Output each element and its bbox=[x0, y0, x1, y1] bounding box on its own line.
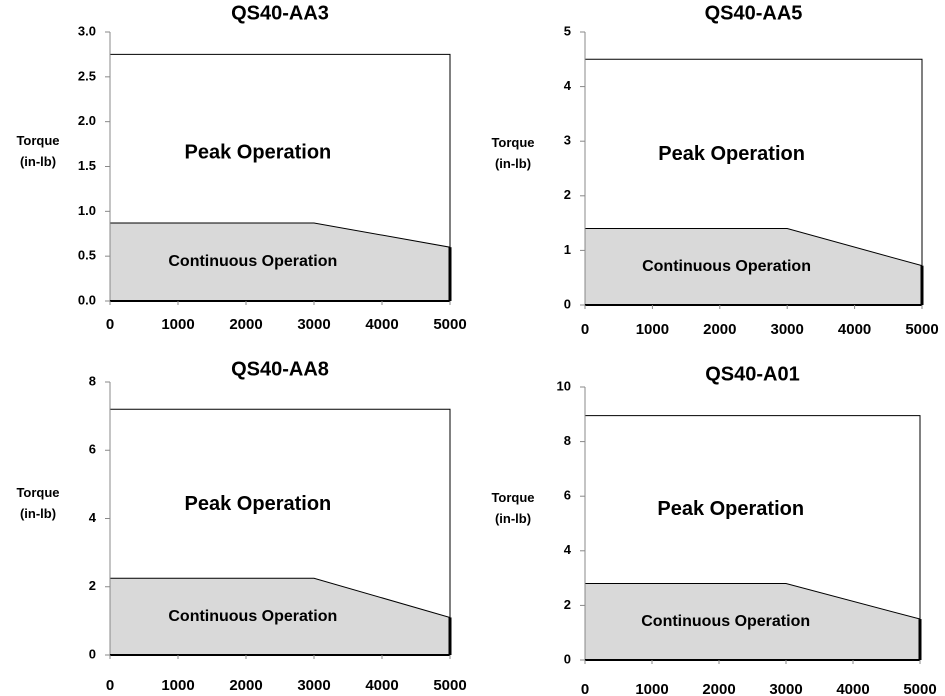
x-tick-label: 5000 bbox=[903, 681, 936, 696]
y-axis-label: Torque bbox=[491, 490, 534, 505]
y-tick-label: 0 bbox=[89, 646, 96, 661]
y-axis-label: (in-lb) bbox=[495, 156, 531, 171]
y-tick-label: 3 bbox=[564, 133, 571, 148]
x-tick-label: 2000 bbox=[229, 677, 262, 694]
y-axis-label: Torque bbox=[16, 133, 59, 148]
y-tick-label: 4 bbox=[564, 78, 572, 93]
x-tick-label: 4000 bbox=[365, 677, 398, 694]
y-tick-label: 2 bbox=[564, 597, 571, 612]
x-tick-label: 0 bbox=[106, 677, 114, 694]
chart-title: QS40-AA5 bbox=[705, 2, 803, 24]
region-label: Peak Operation bbox=[657, 498, 804, 520]
x-tick-label: 2000 bbox=[703, 321, 736, 338]
x-tick-label: 3000 bbox=[297, 316, 330, 333]
y-axis-label: (in-lb) bbox=[20, 154, 56, 169]
x-tick-label: 5000 bbox=[905, 321, 938, 338]
x-tick-label: 4000 bbox=[836, 681, 869, 696]
x-tick-label: 4000 bbox=[838, 321, 871, 338]
y-tick-label: 8 bbox=[564, 433, 571, 448]
region-label: Continuous Operation bbox=[641, 613, 810, 630]
region-label: Peak Operation bbox=[658, 143, 805, 165]
y-tick-label: 2.0 bbox=[78, 113, 96, 128]
x-tick-label: 3000 bbox=[297, 677, 330, 694]
y-tick-label: 3.0 bbox=[78, 23, 96, 38]
region-label: Continuous Operation bbox=[168, 253, 337, 270]
x-tick-label: 5000 bbox=[433, 316, 466, 333]
x-tick-label: 0 bbox=[581, 681, 589, 696]
y-tick-label: 4 bbox=[89, 510, 97, 525]
chart-title: QS40-AA3 bbox=[231, 2, 329, 24]
y-tick-label: 0.0 bbox=[78, 292, 96, 307]
y-tick-label: 8 bbox=[89, 373, 96, 388]
chart-title: QS40-AA8 bbox=[231, 358, 329, 380]
x-tick-label: 0 bbox=[581, 321, 589, 338]
y-tick-label: 1.0 bbox=[78, 203, 96, 218]
y-tick-label: 6 bbox=[89, 442, 96, 457]
y-tick-label: 6 bbox=[564, 488, 571, 503]
y-tick-label: 4 bbox=[564, 542, 572, 557]
y-tick-label: 2.5 bbox=[78, 68, 96, 83]
x-tick-label: 2000 bbox=[229, 316, 262, 333]
y-axis-label: Torque bbox=[491, 135, 534, 150]
y-axis-label: Torque bbox=[16, 485, 59, 500]
y-tick-label: 0.5 bbox=[78, 248, 96, 263]
chart-panel: QS40-AA8 Torque (in-lb) Peak Operation Conti… bbox=[16, 358, 466, 694]
y-tick-label: 2 bbox=[89, 578, 96, 593]
x-tick-label: 1000 bbox=[161, 316, 194, 333]
chart-title: QS40-A01 bbox=[705, 363, 800, 385]
y-axis-label: (in-lb) bbox=[495, 511, 531, 526]
chart-panel: QS40-A01 Torque (in-lb) Peak Operation Conti… bbox=[491, 363, 936, 696]
x-tick-label: 4000 bbox=[365, 316, 398, 333]
x-tick-label: 1000 bbox=[636, 321, 669, 338]
y-tick-label: 0 bbox=[564, 296, 571, 311]
region-label: Continuous Operation bbox=[168, 608, 337, 625]
y-tick-label: 1.5 bbox=[78, 158, 96, 173]
y-tick-label: 1 bbox=[564, 242, 571, 257]
x-tick-label: 2000 bbox=[702, 681, 735, 696]
x-tick-label: 1000 bbox=[161, 677, 194, 694]
region-label: Peak Operation bbox=[185, 141, 332, 163]
y-tick-label: 2 bbox=[564, 187, 571, 202]
y-axis-label: (in-lb) bbox=[20, 506, 56, 521]
y-tick-label: 5 bbox=[564, 23, 571, 38]
x-tick-label: 3000 bbox=[771, 321, 804, 338]
x-tick-label: 5000 bbox=[433, 677, 466, 694]
y-tick-label: 0 bbox=[564, 651, 571, 666]
chart-panel: QS40-AA3 Torque (in-lb) Peak Operation Conti… bbox=[16, 2, 466, 333]
region-label: Continuous Operation bbox=[642, 258, 811, 275]
x-tick-label: 3000 bbox=[769, 681, 802, 696]
region-label: Peak Operation bbox=[185, 493, 332, 515]
x-tick-label: 0 bbox=[106, 316, 114, 333]
chart-panel: QS40-AA5 Torque (in-lb) Peak Operation Conti… bbox=[491, 2, 938, 338]
y-tick-label: 10 bbox=[557, 378, 571, 393]
x-tick-label: 1000 bbox=[635, 681, 668, 696]
